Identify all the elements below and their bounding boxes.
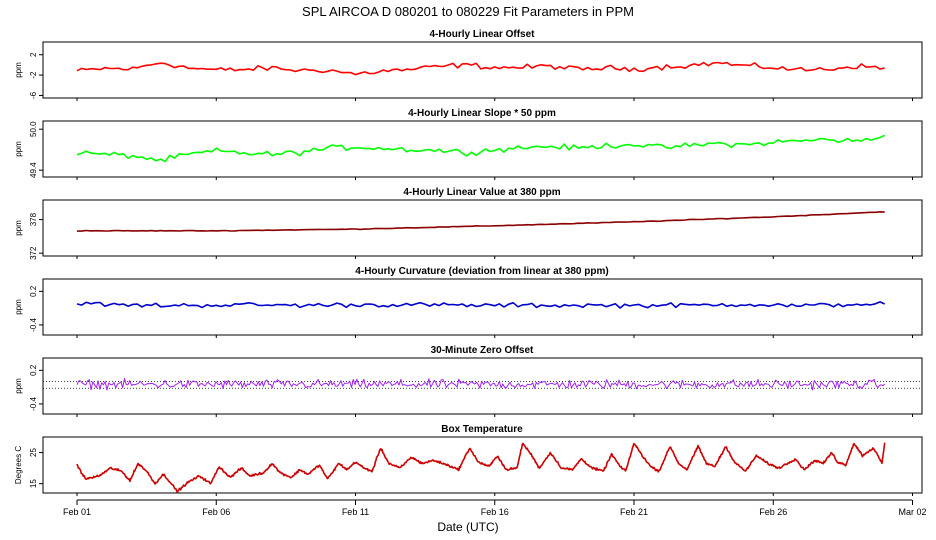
ytick-label: 378 (29, 212, 38, 226)
plot-frame-temperature (42, 436, 923, 494)
plot-frame-slope (42, 120, 923, 178)
series-line-value (77, 211, 885, 232)
panel-title-offset: 4-Hourly Linear Offset (429, 29, 535, 40)
plot-frame-curvature (42, 278, 923, 336)
ylabel-value: ppm (14, 220, 23, 236)
ylabel-slope: ppm (14, 141, 23, 157)
x-axis: Feb 01 Feb 06 Feb 11 Feb 16 Feb 21 Feb 26 Mar … (63, 499, 927, 517)
ytick-label: -6 (29, 91, 38, 99)
series-line-temperature (76, 442, 886, 494)
ytick-label: 15 (29, 479, 38, 488)
figure-title: SPL AIRCOA D 080201 to 080229 Fit Parame… (302, 4, 634, 19)
ytick-label: -0.4 (29, 396, 38, 410)
panel-title-value: 4-Hourly Linear Value at 380 ppm (403, 187, 560, 198)
xtick-label: Feb 26 (759, 507, 787, 517)
panel-title-slope: 4-Hourly Linear Slope * 50 ppm (408, 108, 556, 119)
xtick-label: Feb 21 (620, 507, 648, 517)
panel-zero: 30-Minute Zero Offset 0.2 -0.4 ppm (14, 345, 923, 417)
plot-frame-offset (42, 41, 923, 99)
ytick-label: 50.0 (29, 121, 38, 137)
plot-frame-value (42, 199, 923, 257)
panel-temperature: Box Temperature 25 15 Degrees C (14, 424, 923, 496)
ytick-label: -2 (29, 71, 38, 79)
series-line-offset (76, 61, 885, 76)
panel-title-zero: 30-Minute Zero Offset (431, 345, 534, 356)
series-line-curvature (76, 301, 886, 309)
xtick-label: Mar 02 (898, 507, 926, 517)
ytick-label: 49.4 (29, 162, 38, 178)
x-axis-label: Date (UTC) (437, 520, 498, 534)
ytick-label: 0.2 (29, 285, 38, 297)
panel-curvature: 4-Hourly Curvature (deviation from linea… (14, 266, 923, 338)
plot-frame-zero (42, 357, 923, 415)
xtick-label: Feb 11 (342, 507, 369, 517)
panel-title-temperature: Box Temperature (441, 424, 523, 435)
xtick-label: Feb 16 (481, 507, 509, 517)
ytick-label: 372 (29, 246, 38, 260)
ylabel-zero: ppm (14, 378, 23, 394)
series-line-zero (76, 378, 886, 391)
ylabel-offset: ppm (14, 62, 23, 78)
series-line-slope (76, 134, 886, 163)
ylabel-curvature: ppm (14, 299, 23, 315)
ytick-label: 25 (29, 448, 38, 457)
panel-value: 4-Hourly Linear Value at 380 ppm 378 372 pp… (14, 187, 923, 260)
panel-title-curvature: 4-Hourly Curvature (deviation from linea… (355, 266, 608, 277)
xtick-label: Feb 06 (202, 507, 230, 517)
panel-offset: 4-Hourly Linear Offset 2 -2 -6 ppm (14, 29, 923, 101)
x-ticks: Feb 01 Feb 06 Feb 11 Feb 16 Feb 21 Feb 26 Mar … (63, 500, 927, 517)
ytick-label: 2 (29, 52, 38, 57)
xtick-label: Feb 01 (63, 507, 91, 517)
panel-slope: 4-Hourly Linear Slope * 50 ppm 50.0 49.4 pp… (14, 108, 923, 180)
ytick-label: -0.4 (29, 317, 38, 331)
ytick-label: 0.2 (29, 364, 38, 376)
ylabel-temperature: Degrees C (14, 446, 23, 484)
